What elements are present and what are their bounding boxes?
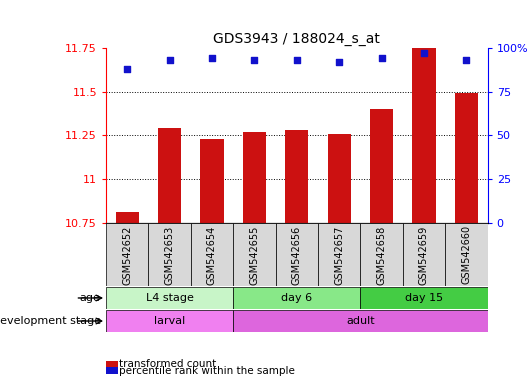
Text: GSM542653: GSM542653 [165,225,174,285]
Bar [360,223,403,286]
Point [293,57,301,63]
Text: GSM542655: GSM542655 [250,225,259,285]
Bar [403,223,445,286]
Bar [106,287,233,309]
Text: day 6: day 6 [281,293,312,303]
Bar [243,132,266,223]
Title: GDS3943 / 188024_s_at: GDS3943 / 188024_s_at [214,31,380,46]
Text: GSM542654: GSM542654 [207,225,217,285]
Text: GSM542657: GSM542657 [334,225,344,285]
Text: GSM542652: GSM542652 [122,225,132,285]
Point [420,50,428,56]
Bar [370,109,393,223]
Point [250,57,259,63]
Text: age: age [80,293,101,303]
Text: larval: larval [154,316,185,326]
Text: GSM542659: GSM542659 [419,225,429,285]
Bar [200,139,224,223]
Bar [233,310,488,332]
Point [377,55,386,61]
Bar [276,223,318,286]
Text: adult: adult [346,316,375,326]
Point [165,57,174,63]
Bar [106,310,233,332]
Text: GSM542660: GSM542660 [462,225,471,285]
Bar [191,223,233,286]
Bar [106,223,148,286]
Bar [148,223,191,286]
Text: development stage: development stage [0,316,101,326]
Text: L4 stage: L4 stage [146,293,193,303]
Bar [328,134,351,223]
Text: transformed count: transformed count [119,359,216,369]
Point [208,55,216,61]
Text: GSM542656: GSM542656 [292,225,302,285]
Text: day 15: day 15 [405,293,443,303]
Bar [233,223,276,286]
Bar [412,48,436,223]
Bar [233,287,360,309]
Point [462,57,471,63]
Point [335,59,343,65]
Bar [285,130,308,223]
Bar [445,223,488,286]
Bar [455,93,478,223]
Bar [158,128,181,223]
Text: GSM542658: GSM542658 [377,225,386,285]
Bar [116,212,139,223]
Text: percentile rank within the sample: percentile rank within the sample [119,366,295,376]
Bar [318,223,360,286]
Bar [360,287,488,309]
Point [123,66,131,72]
